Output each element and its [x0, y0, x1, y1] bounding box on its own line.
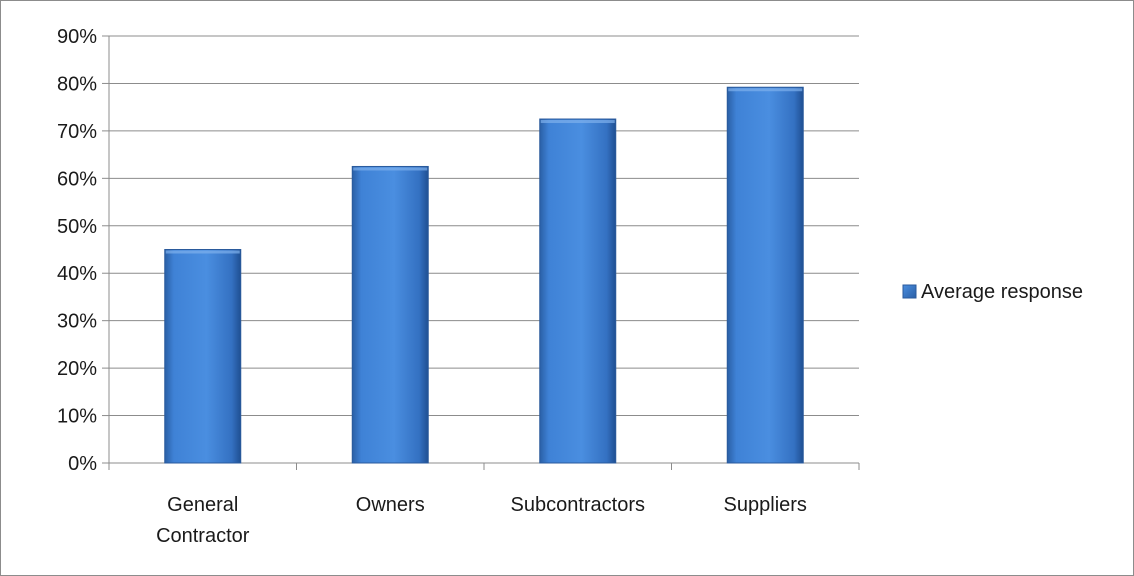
x-tick-label-line: Suppliers	[724, 494, 807, 516]
x-tick-labels: General Contractor Owners Subcontractors Sup…	[156, 494, 807, 547]
x-tick-label: Subcontractors	[510, 494, 645, 516]
x-tick-label-line: Contractor	[156, 525, 250, 547]
y-tick-label: 50%	[57, 216, 97, 238]
legend-label: Average response	[921, 281, 1083, 303]
legend-swatch	[902, 284, 917, 299]
x-tick-label: Owners	[356, 494, 425, 516]
bar-highlight	[540, 120, 615, 124]
bar	[164, 249, 242, 464]
y-tick-label: 30%	[57, 311, 97, 333]
y-tick-label: 60%	[57, 168, 97, 190]
bar	[726, 86, 804, 464]
bar-group	[351, 165, 429, 464]
x-tick-label-line: General	[167, 494, 238, 516]
bar-highlight	[353, 167, 428, 171]
y-tick-label: 0%	[68, 453, 97, 475]
y-tick-label: 80%	[57, 73, 97, 95]
x-tick-label: General Contractor	[156, 494, 250, 547]
legend: Average response	[902, 281, 1083, 303]
bar-highlight	[165, 250, 240, 254]
y-tick-label: 90%	[57, 26, 97, 48]
y-tick-label: 20%	[57, 358, 97, 380]
bar-group	[164, 249, 242, 464]
x-tick-label-line: Subcontractors	[510, 494, 645, 516]
bar-group	[539, 118, 617, 464]
y-tick-label: 10%	[57, 406, 97, 428]
bar	[351, 165, 429, 464]
y-tick-label: 40%	[57, 263, 97, 285]
bar-highlight	[728, 88, 803, 92]
x-tick-label: Suppliers	[724, 494, 807, 516]
y-tick-label: 70%	[57, 121, 97, 143]
x-tick-label-line: Owners	[356, 494, 425, 516]
bars	[164, 86, 804, 464]
bar-group	[726, 86, 804, 464]
bar	[539, 118, 617, 464]
y-tick-labels: 0% 10% 20% 30% 40% 50% 60% 70% 80% 90%	[57, 26, 97, 475]
